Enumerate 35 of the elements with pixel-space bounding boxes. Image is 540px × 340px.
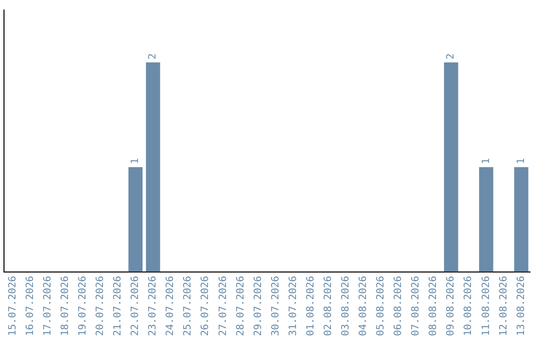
x-tick-label: 13.08.2026 xyxy=(516,276,527,336)
x-tick-label: 11.08.2026 xyxy=(480,276,492,336)
x-tick-label: 23.07.2026 xyxy=(148,276,159,336)
x-tick-label: 30.07.2026 xyxy=(270,276,282,336)
x-tick-label: 28.07.2026 xyxy=(235,276,246,336)
x-tick-label: 06.08.2026 xyxy=(393,276,404,336)
x-tick-label: 18.07.2026 xyxy=(60,276,71,336)
x-tick-label: 29.07.2026 xyxy=(252,276,264,336)
x-tick-label: 24.07.2026 xyxy=(165,276,176,336)
x-tick-label: 22.07.2026 xyxy=(130,276,142,336)
x-tick-label: 15.07.2026 xyxy=(7,276,18,336)
x-tick-label: 17.07.2026 xyxy=(42,276,54,336)
x-tick-label: 19.07.2026 xyxy=(77,276,88,336)
x-tick-label: 07.08.2026 xyxy=(410,276,422,336)
x-tick-label: 12.08.2026 xyxy=(498,276,510,336)
x-tick-label: 01.08.2026 xyxy=(305,276,316,336)
x-tick-label: 31.07.2026 xyxy=(288,276,299,336)
x-tick-label: 25.07.2026 xyxy=(182,276,194,336)
data-label: 1 xyxy=(516,158,527,164)
data-label: 2 xyxy=(148,53,159,60)
data-label: 1 xyxy=(480,158,492,164)
data-label: 1 xyxy=(130,158,142,164)
x-tick-label: 10.08.2026 xyxy=(463,276,474,336)
x-tick-label: 05.08.2026 xyxy=(376,276,387,336)
x-tick-label: 08.08.2026 xyxy=(428,276,440,336)
x-tick-label: 02.08.2026 xyxy=(322,276,334,336)
data-label: 2 xyxy=(446,53,457,60)
x-tick-label: 26.07.2026 xyxy=(200,276,212,336)
x-tick-label: 03.08.2026 xyxy=(340,276,352,336)
x-tick-label: 21.07.2026 xyxy=(112,276,124,336)
x-tick-label: 16.07.2026 xyxy=(24,276,36,336)
x-tick-label: 27.07.2026 xyxy=(218,276,229,336)
x-tick-label: 09.08.2026 xyxy=(446,276,457,336)
x-tick-label: 20.07.2026 xyxy=(95,276,106,336)
x-tick-label: 04.08.2026 xyxy=(358,276,370,336)
